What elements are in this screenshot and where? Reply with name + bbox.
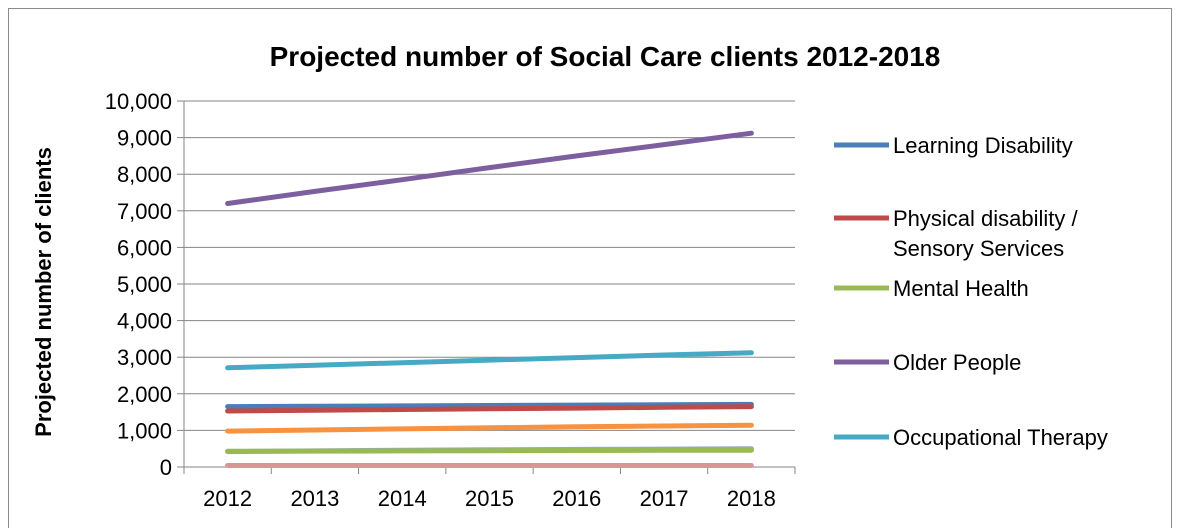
x-tick-label: 2015 (465, 486, 514, 511)
legend-label: Older People (893, 350, 1021, 375)
x-tick-label: 2016 (552, 486, 601, 511)
legend-label: Learning Disability (893, 133, 1073, 158)
y-tick-label: 3,000 (117, 345, 172, 370)
y-tick-label: 7,000 (117, 199, 172, 224)
y-tick-label: 1,000 (117, 418, 172, 443)
chart-frame: Projected number of Social Care clients … (8, 8, 1172, 528)
y-tick-label: 9,000 (117, 126, 172, 151)
series-line (225, 130, 754, 206)
y-tick-labels: 0 1,000 2,000 3,000 4,000 5,000 6,000 7,000 8,00… (105, 89, 172, 480)
series-lines (225, 130, 754, 468)
series-line (225, 404, 754, 414)
y-tick-label: 10,000 (105, 89, 172, 114)
y-tick-label: 5,000 (117, 272, 172, 297)
x-tick-label: 2012 (203, 486, 252, 511)
y-tick-label: 4,000 (117, 309, 172, 334)
y-tick-label: 0 (160, 455, 172, 480)
line-chart: Projected number of Social Care clients … (31, 41, 1108, 511)
x-tick-label: 2018 (727, 486, 776, 511)
legend-label: Occupational Therapy (893, 425, 1108, 450)
x-tick-label: 2013 (290, 486, 339, 511)
y-tick-label: 8,000 (117, 162, 172, 187)
series-line (225, 350, 754, 371)
x-tick-labels: 2012 2013 2014 2015 2016 2017 2018 (203, 486, 776, 511)
series-line (225, 422, 754, 434)
y-tick-label: 2,000 (117, 382, 172, 407)
legend-label: Physical disability / Sensory Services (893, 206, 1079, 261)
series-line (225, 447, 754, 454)
legend-label: Mental Health (893, 276, 1029, 301)
y-tick-label: 6,000 (117, 235, 172, 260)
x-tick-label: 2014 (378, 486, 427, 511)
legend: Learning Disability Physical disability /… (834, 133, 1108, 450)
x-tick-label: 2017 (640, 486, 689, 511)
gridlines (177, 100, 796, 474)
chart-title: Projected number of Social Care clients … (270, 41, 941, 72)
y-axis-label: Projected number of clients (31, 147, 56, 437)
